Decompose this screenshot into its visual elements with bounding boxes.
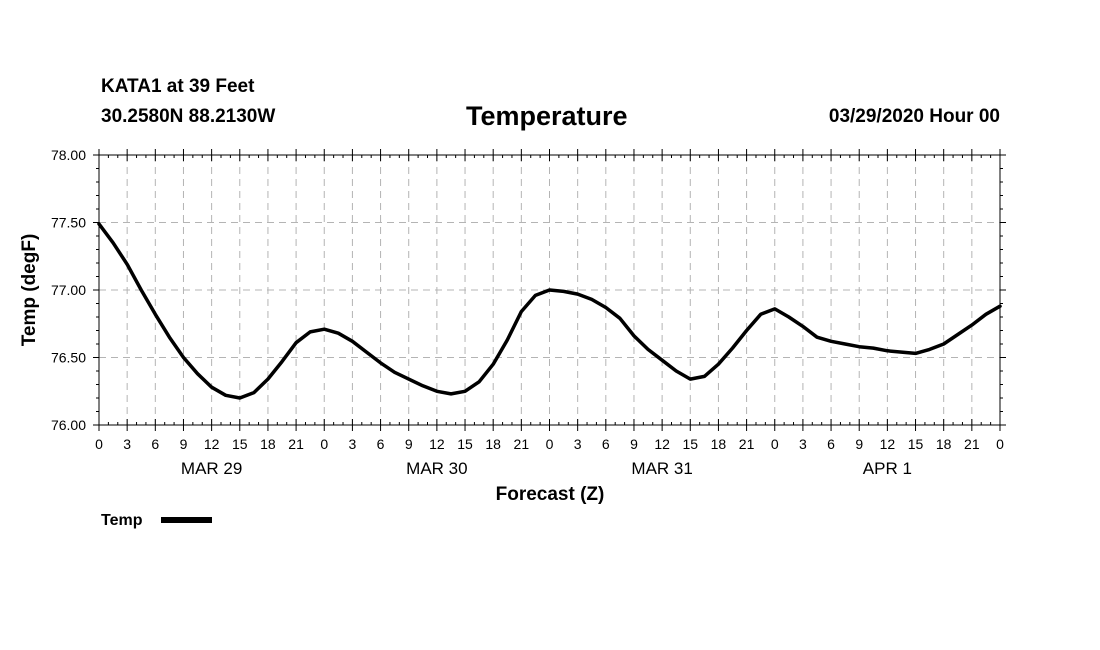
- x-tick-label: 9: [630, 436, 638, 452]
- x-tick-label: 9: [405, 436, 413, 452]
- x-tick-label: 12: [880, 436, 896, 452]
- x-tick-label: 6: [377, 436, 385, 452]
- station-label: KATA1 at 39 Feet: [101, 76, 255, 97]
- x-tick-label: 12: [429, 436, 445, 452]
- x-tick-label: 0: [771, 436, 779, 452]
- temp-series-line: [97, 222, 1002, 400]
- x-tick-label: 6: [151, 436, 159, 452]
- x-tick-label: 3: [799, 436, 807, 452]
- day-label: MAR 31: [631, 459, 692, 478]
- x-tick-label: 9: [180, 436, 188, 452]
- x-tick-label: 15: [682, 436, 698, 452]
- day-labels: MAR 29 MAR 30 MAR 31 APR 1: [181, 459, 912, 478]
- x-tick-label: 12: [654, 436, 670, 452]
- x-tick-label: 18: [485, 436, 501, 452]
- x-tick-label: 0: [546, 436, 554, 452]
- legend-label-temp: Temp: [101, 512, 143, 529]
- day-label: APR 1: [863, 459, 912, 478]
- issued-datetime: 03/29/2020 Hour 00: [828, 106, 1000, 127]
- legend: Temp: [101, 512, 212, 529]
- x-tick-label: 21: [964, 436, 980, 452]
- y-tick-label: 76.50: [51, 350, 86, 366]
- y-axis-label: Temp (degF): [19, 234, 40, 347]
- y-tick-label: 77.50: [51, 215, 86, 231]
- x-tick-label: 3: [123, 436, 131, 452]
- grid-lines: [99, 155, 1000, 425]
- day-label: MAR 29: [181, 459, 242, 478]
- plot-area-frame: [98, 154, 1001, 426]
- x-tick-label: 6: [827, 436, 835, 452]
- x-tick-labels: 0 3 6 9 12 15 18 21 0 3 6 9 12 15 18 21 0 3 6 9 12 15 18 21 0 3 6 9…: [95, 436, 1004, 452]
- x-tick-label: 12: [204, 436, 220, 452]
- x-tick-label: 15: [232, 436, 248, 452]
- y-tick-labels: 76.00 76.50 77.00 77.50 78.00: [51, 147, 86, 433]
- x-tick-label: 3: [349, 436, 357, 452]
- chart-title: Temperature: [466, 101, 628, 131]
- x-tick-label: 3: [574, 436, 582, 452]
- x-tick-label: 18: [260, 436, 276, 452]
- x-tick-label: 18: [711, 436, 727, 452]
- x-tick-label: 15: [908, 436, 924, 452]
- y-tick-label: 76.00: [51, 417, 86, 433]
- x-tick-label: 0: [320, 436, 328, 452]
- x-tick-label: 21: [288, 436, 304, 452]
- x-tick-label: 21: [739, 436, 755, 452]
- x-tick-label: 6: [602, 436, 610, 452]
- day-label: MAR 30: [406, 459, 467, 478]
- x-tick-label: 9: [855, 436, 863, 452]
- x-tick-label: 15: [457, 436, 473, 452]
- x-tick-label: 0: [95, 436, 103, 452]
- x-tick-label: 0: [996, 436, 1004, 452]
- x-tick-label: 21: [514, 436, 530, 452]
- station-coordinates: 30.2580N 88.2130W: [101, 106, 276, 127]
- x-axis-label: Forecast (Z): [496, 484, 605, 505]
- y-tick-label: 77.00: [51, 282, 86, 298]
- x-tick-label: 18: [936, 436, 952, 452]
- y-tick-label: 78.00: [51, 147, 86, 163]
